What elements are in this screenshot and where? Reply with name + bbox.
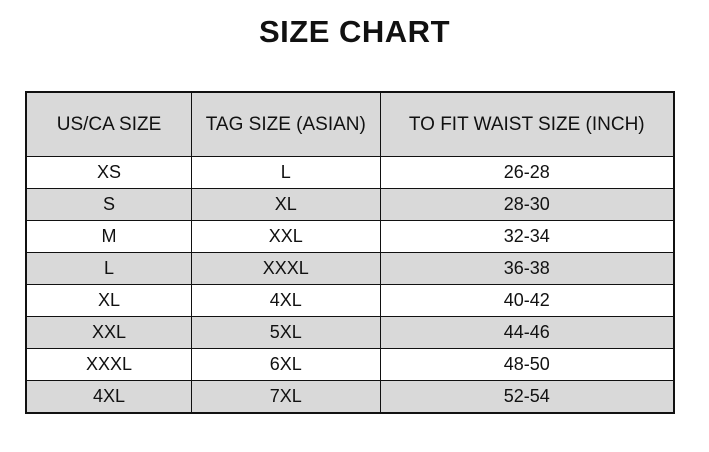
us-ca-size-cell: XXL bbox=[25, 316, 193, 349]
tag-size-cell: 6XL bbox=[191, 348, 381, 381]
waist-size-cell: 26-28 bbox=[379, 156, 675, 189]
us-ca-size-cell: M bbox=[25, 220, 193, 253]
us-ca-size-cell: XL bbox=[25, 284, 193, 317]
tag-size-cell: 5XL bbox=[191, 316, 381, 349]
tag-size-cell: XXXL bbox=[191, 252, 381, 285]
size-chart-table: US/CA SIZE TAG SIZE (ASIAN) TO FIT WAIST… bbox=[25, 91, 675, 414]
tag-size-cell: L bbox=[191, 156, 381, 189]
waist-size-cell: 44-46 bbox=[379, 316, 675, 349]
header-waist-size: TO FIT WAIST SIZE (INCH) bbox=[379, 91, 675, 157]
table-row: XXXL 6XL 48-50 bbox=[25, 348, 675, 381]
waist-size-cell: 52-54 bbox=[379, 380, 675, 414]
tag-size-cell: 4XL bbox=[191, 284, 381, 317]
waist-size-cell: 32-34 bbox=[379, 220, 675, 253]
header-us-ca-size: US/CA SIZE bbox=[25, 91, 193, 157]
header-tag-size: TAG SIZE (ASIAN) bbox=[191, 91, 381, 157]
tag-size-cell: 7XL bbox=[191, 380, 381, 414]
waist-size-cell: 28-30 bbox=[379, 188, 675, 221]
table-row: XS L 26-28 bbox=[25, 156, 675, 189]
tag-size-cell: XL bbox=[191, 188, 381, 221]
table-row: L XXXL 36-38 bbox=[25, 252, 675, 285]
us-ca-size-cell: XXXL bbox=[25, 348, 193, 381]
table-row: 4XL 7XL 52-54 bbox=[25, 380, 675, 414]
us-ca-size-cell: L bbox=[25, 252, 193, 285]
table-row: XXL 5XL 44-46 bbox=[25, 316, 675, 349]
table-row: M XXL 32-34 bbox=[25, 220, 675, 253]
us-ca-size-cell: XS bbox=[25, 156, 193, 189]
header-row: US/CA SIZE TAG SIZE (ASIAN) TO FIT WAIST… bbox=[25, 91, 675, 157]
table-row: S XL 28-30 bbox=[25, 188, 675, 221]
table-row: XL 4XL 40-42 bbox=[25, 284, 675, 317]
page-title: SIZE CHART bbox=[259, 14, 450, 49]
waist-size-cell: 48-50 bbox=[379, 348, 675, 381]
us-ca-size-cell: 4XL bbox=[25, 380, 193, 414]
waist-size-cell: 36-38 bbox=[379, 252, 675, 285]
tag-size-cell: XXL bbox=[191, 220, 381, 253]
waist-size-cell: 40-42 bbox=[379, 284, 675, 317]
us-ca-size-cell: S bbox=[25, 188, 193, 221]
